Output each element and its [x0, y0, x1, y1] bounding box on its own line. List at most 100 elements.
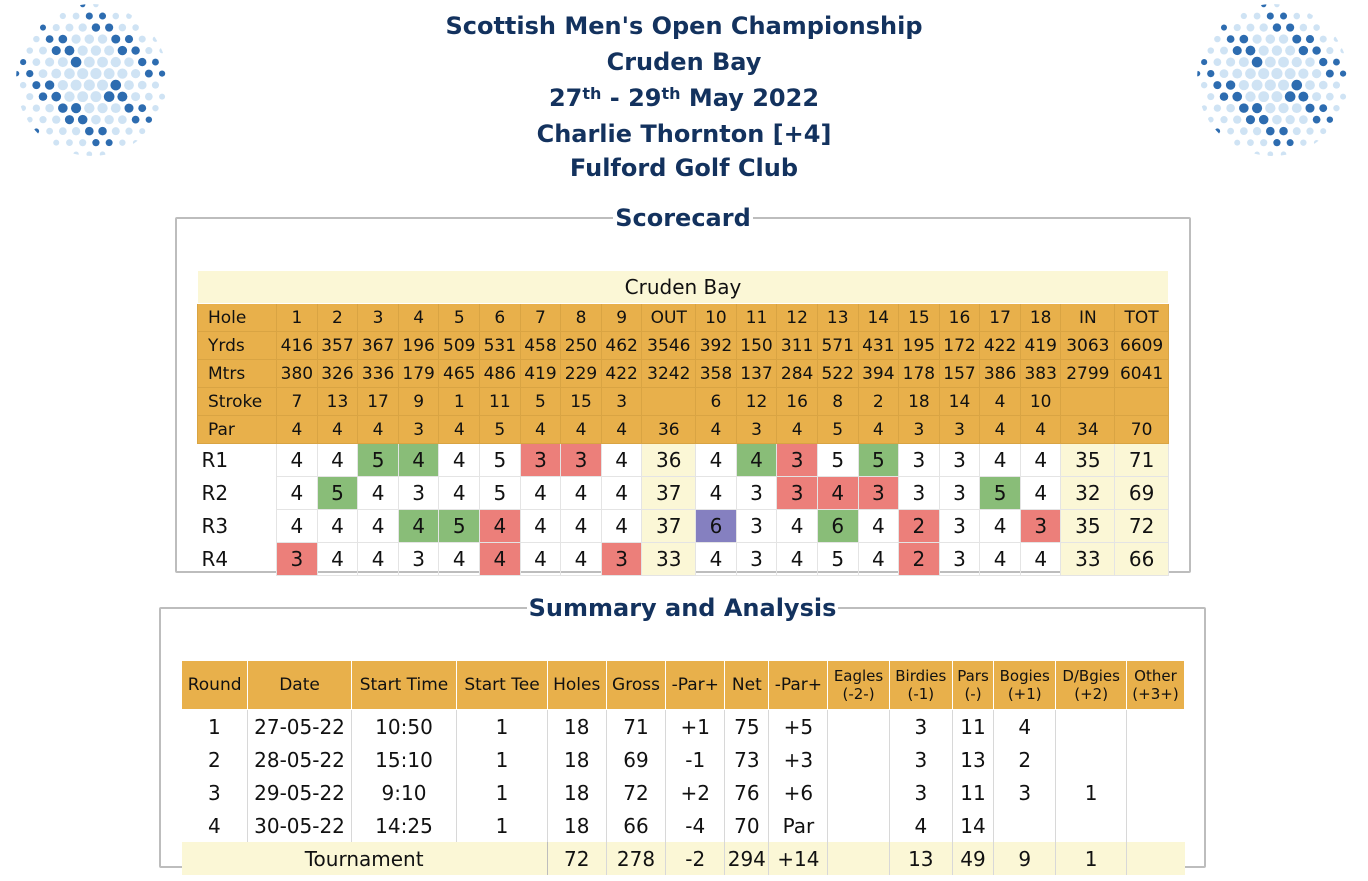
ball-dimple: [103, 91, 115, 102]
info-cell: 380: [276, 359, 318, 388]
ball-dimple: [1313, 24, 1320, 31]
info-cell: 2: [857, 387, 900, 416]
info-cell: 250: [560, 331, 602, 360]
info-cell: 16: [938, 303, 981, 332]
ball-dimple: [104, 114, 114, 125]
ball-dimple: [1219, 92, 1229, 101]
score-cell: 4: [438, 443, 481, 477]
ball-dimple: [119, 139, 126, 146]
info-cell: 179: [397, 359, 440, 388]
ball-dimple: [1291, 103, 1302, 114]
ball-dimple: [1225, 80, 1236, 90]
score-cell: 4: [600, 476, 643, 510]
ball-dimple: [77, 114, 88, 125]
summary-cell: 76: [724, 776, 770, 809]
ball-dimple: [65, 23, 74, 32]
golf-ball-icon: [16, 4, 168, 156]
start-day-suffix: th: [582, 84, 602, 103]
info-cell: 4: [979, 415, 1021, 444]
info-row-par: Par 4 4 4 3 4 5 4 4 4 36 4 3 4 5 4 3 3 4 4 34 70: [196, 415, 1169, 444]
info-cell: 34: [1060, 415, 1116, 444]
ball-dimple: [1226, 57, 1236, 67]
info-cell: 4: [519, 415, 562, 444]
ball-dimple: [1340, 93, 1347, 100]
ball-dimple: [70, 79, 82, 91]
total-cell: 278: [606, 842, 667, 875]
summary-cell: 2: [181, 743, 249, 776]
score-cell: 3: [1019, 509, 1062, 543]
column-sublabel: (+1): [1007, 685, 1042, 703]
ball-dimple: [1305, 103, 1315, 113]
info-cell: 7: [519, 303, 562, 332]
ball-dimple: [1264, 56, 1276, 68]
ball-dimple: [105, 23, 114, 32]
summary-cell: 66: [606, 809, 667, 842]
info-row-mtrs: Mtrs 380 326 336 179 465 486 419 229 422 3242 358 13…: [196, 359, 1169, 388]
ball-dimple: [45, 35, 54, 43]
summary-cell: [1126, 743, 1184, 776]
info-cell: 422: [600, 359, 643, 388]
score-cell: 4: [560, 542, 602, 576]
ball-dimple: [131, 92, 141, 102]
summary-cell: 14: [952, 809, 995, 842]
summary-cell: 10:50: [351, 709, 458, 743]
score-cell: 4: [979, 509, 1021, 543]
ball-dimple: [1298, 91, 1309, 102]
info-cell: 4: [776, 415, 818, 444]
score-cell: 4: [560, 509, 602, 543]
score-cell: 4: [519, 509, 562, 543]
info-cell: 311: [776, 331, 818, 360]
ball-dimple: [110, 79, 122, 91]
ball-dimple: [59, 12, 66, 20]
ball-dimple: [117, 91, 128, 102]
column-label: Net: [731, 675, 762, 695]
column-header: -Par+: [665, 660, 726, 710]
info-cell: 367: [357, 331, 399, 360]
ball-dimple: [126, 13, 132, 19]
scorecard-legend: Scorecard: [615, 204, 751, 232]
score-cell: 4: [776, 542, 818, 576]
ball-dimple: [1339, 70, 1347, 77]
score-cell: 4: [479, 542, 521, 576]
score-cell: 4: [316, 542, 359, 576]
player-club: Fulford Golf Club: [569, 154, 799, 182]
score-cell: 4: [735, 443, 778, 477]
info-cell: 5: [438, 303, 481, 332]
end-day: 29: [628, 84, 662, 112]
ball-dimple: [46, 127, 54, 135]
ball-dimple: [1320, 128, 1327, 135]
info-cell: 357: [316, 331, 359, 360]
ball-dimple: [1220, 24, 1228, 31]
score-cell: 4: [357, 542, 399, 576]
score-cell: 4: [357, 509, 399, 543]
ball-dimple: [77, 91, 89, 103]
ball-dimple: [1260, 139, 1268, 147]
total-cell: 9: [993, 842, 1057, 875]
score-cell: 3: [938, 509, 981, 543]
column-header: Date: [247, 660, 352, 710]
summary-cell: 2: [993, 743, 1057, 776]
ball-dimple: [91, 23, 101, 32]
score-cell: 4: [397, 509, 440, 543]
ball-dimple: [26, 69, 34, 78]
ball-dimple: [130, 68, 141, 79]
info-cell: 11: [735, 303, 778, 332]
score-cell: 3: [600, 542, 643, 576]
column-header: Start Tee: [456, 660, 548, 710]
info-cell: 14: [857, 303, 900, 332]
ball-dimple: [1280, 12, 1288, 20]
score-cell: 35: [1060, 509, 1116, 543]
score-cell: 4: [438, 542, 481, 576]
summary-cell: 3: [889, 709, 953, 743]
ball-dimple: [1252, 126, 1262, 136]
ball-dimple: [51, 91, 62, 102]
score-cell: 4: [276, 509, 318, 543]
ball-dimple: [1251, 79, 1263, 91]
ball-dimple: [26, 93, 34, 101]
info-cell: 1: [276, 303, 318, 332]
ball-dimple: [84, 102, 95, 114]
ball-dimple: [1227, 127, 1235, 135]
score-cell: 66: [1114, 542, 1169, 576]
ball-dimple: [1278, 79, 1290, 91]
ball-dimple: [64, 68, 75, 79]
